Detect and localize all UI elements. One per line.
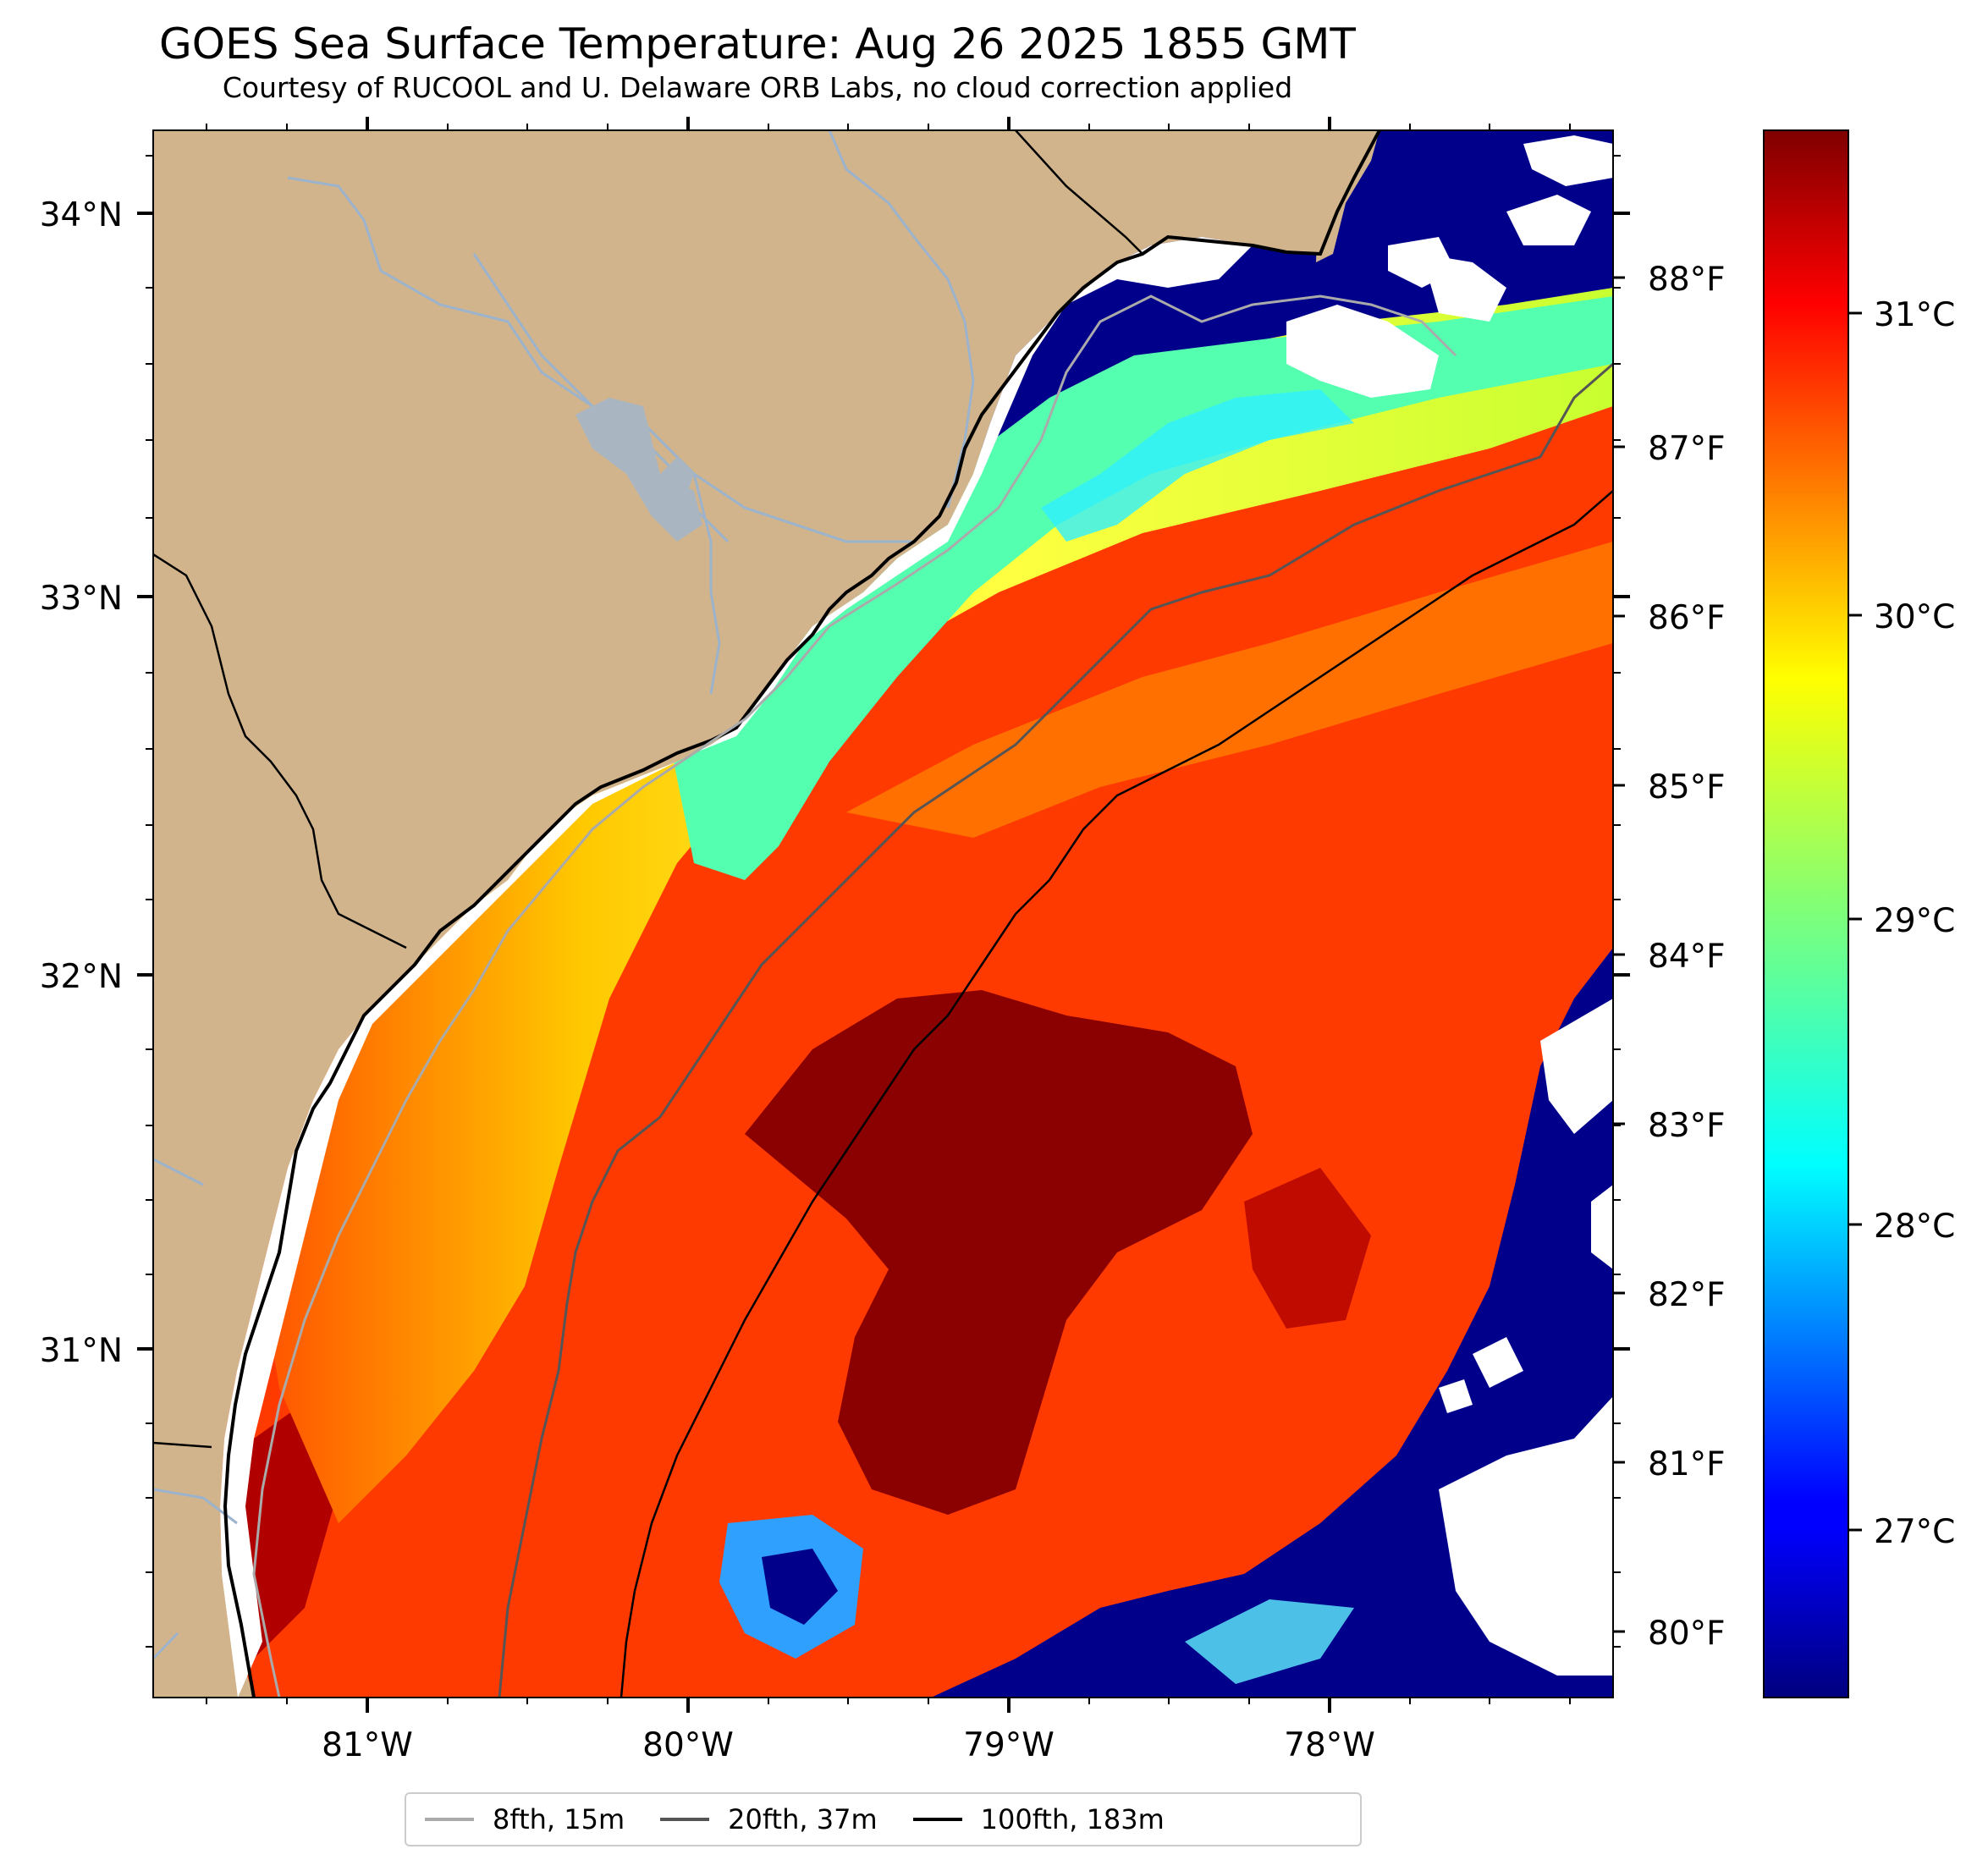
- colorbar-label-31: 31°C: [1874, 296, 1955, 334]
- map-title: GOES Sea Surface Temperature: Aug 26 202…: [159, 19, 1356, 69]
- state-borders: [153, 130, 1143, 1449]
- isobath-legend: 8fth, 15m 20fth, 37m 100fth, 183m: [405, 1792, 1362, 1846]
- warm-band-orange: [846, 542, 1613, 838]
- map-area: [153, 130, 1613, 1698]
- legend-item-8fth: 8fth, 15m: [425, 1803, 625, 1835]
- map-subtitle: Courtesy of RUCOOL and U. Delaware ORB L…: [222, 71, 1293, 104]
- cool-streak: [1185, 1599, 1354, 1684]
- colorbar-label-28: 28°C: [1874, 1208, 1955, 1246]
- legend-label-100fth: 100fth, 183m: [980, 1803, 1165, 1835]
- lat-label-31: 31°N: [40, 1332, 123, 1370]
- fahrenheit-label-82: 82°F: [1648, 1276, 1726, 1314]
- legend-swatch-8fth: [425, 1818, 474, 1821]
- lat-major-ticks: [137, 212, 1630, 1351]
- colorbar-label-29: 29°C: [1874, 902, 1955, 940]
- legend-label-8fth: 8fth, 15m: [493, 1803, 625, 1835]
- fahrenheit-label-80: 80°F: [1648, 1615, 1726, 1653]
- lat-label-34: 34°N: [40, 196, 123, 234]
- fahrenheit-label-86: 86°F: [1648, 599, 1726, 637]
- coastal-cloud-strip: [220, 237, 1253, 1698]
- legend-item-20fth: 20fth, 37m: [660, 1803, 878, 1835]
- legend-item-100fth: 100fth, 183m: [912, 1803, 1165, 1835]
- land-mainland: [153, 130, 1379, 1698]
- lon-major-ticks: [366, 117, 1331, 1713]
- lon-label-81: 81°W: [322, 1726, 413, 1764]
- fahrenheit-label-88: 88°F: [1648, 261, 1726, 299]
- fahrenheit-ticks: [1613, 276, 1625, 1633]
- map-frame: [152, 129, 1614, 1698]
- hot-core: [745, 990, 1253, 1515]
- colorbar-ticks: [1848, 311, 1862, 1532]
- legend-label-20fth: 20fth, 37m: [728, 1803, 878, 1835]
- lon-label-78: 78°W: [1284, 1726, 1375, 1764]
- hot-patch-east: [1244, 1168, 1371, 1329]
- cloud-cover: [1286, 135, 1613, 1676]
- colorbar-label-30: 30°C: [1874, 598, 1955, 636]
- cyan-coastal-strip: [1041, 389, 1354, 542]
- lon-label-79: 79°W: [963, 1726, 1055, 1764]
- lake-marion: [575, 398, 702, 542]
- colorbar-label-27: 27°C: [1874, 1513, 1955, 1551]
- lat-label-33: 33°N: [40, 580, 123, 618]
- legend-swatch-20fth: [660, 1818, 710, 1821]
- lake-moultrie: [660, 457, 694, 499]
- cool-eddy-south-inner: [762, 1549, 838, 1625]
- lat-minor-ticks: [146, 155, 1621, 1648]
- fahrenheit-label-83: 83°F: [1648, 1107, 1726, 1145]
- legend-swatch-100fth: [912, 1818, 962, 1821]
- isobath-20fth: [498, 362, 1613, 1698]
- lon-label-80: 80°W: [642, 1726, 734, 1764]
- isobath-100fth: [620, 490, 1613, 1698]
- fahrenheit-label-81: 81°F: [1648, 1445, 1726, 1483]
- colorbar: [1763, 129, 1849, 1698]
- fahrenheit-label-85: 85°F: [1648, 768, 1726, 806]
- isobath-8fth: [252, 294, 1457, 1698]
- lat-label-32: 32°N: [40, 958, 123, 996]
- fahrenheit-label-84: 84°F: [1648, 938, 1726, 976]
- lon-minor-ticks: [206, 124, 1571, 1704]
- fahrenheit-label-87: 87°F: [1648, 430, 1726, 468]
